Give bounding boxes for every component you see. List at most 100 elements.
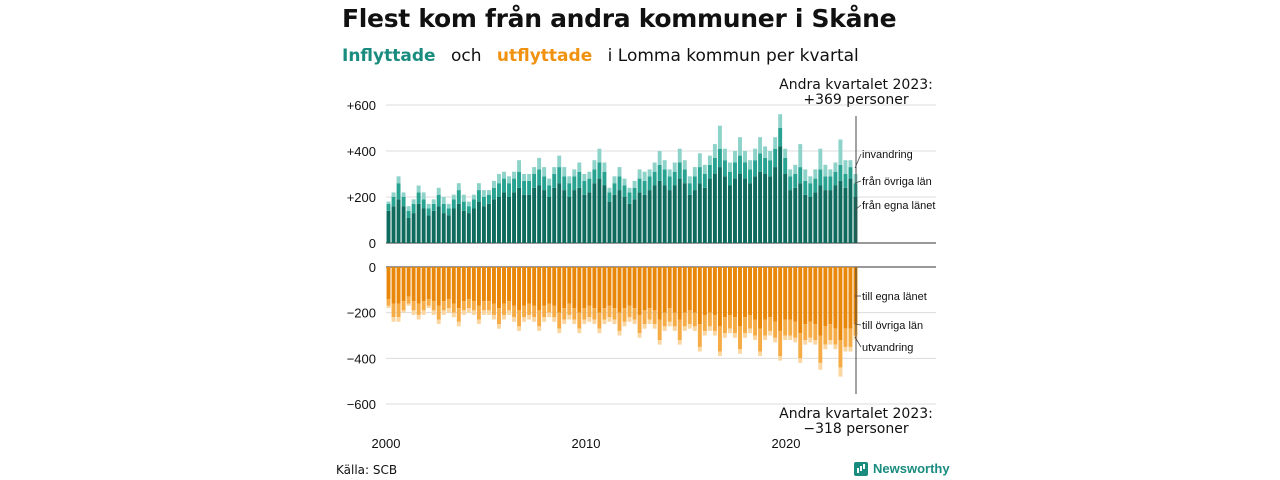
- series-label-upper: från egna länet: [862, 200, 935, 212]
- bar-utflyttade: [391, 303, 396, 318]
- bar-inflyttade: [456, 190, 461, 204]
- bar-inflyttade: [632, 187, 637, 200]
- bar-inflyttade: [552, 167, 557, 174]
- bar-inflyttade: [828, 169, 833, 177]
- bar-utflyttade: [461, 310, 466, 315]
- bar-utflyttade: [502, 267, 506, 304]
- bar-utflyttade: [833, 267, 838, 329]
- bar-inflyttade: [466, 213, 471, 243]
- bar-utflyttade: [607, 317, 612, 322]
- bar-inflyttade: [838, 139, 843, 165]
- bar-inflyttade: [828, 190, 833, 243]
- bar-utflyttade: [727, 328, 732, 334]
- bar-inflyttade: [517, 187, 522, 243]
- bar-utflyttade: [441, 310, 446, 315]
- bar-inflyttade: [421, 192, 426, 200]
- bar-utflyttade: [471, 267, 476, 302]
- series-label-leader-upper: [854, 204, 862, 211]
- bar-inflyttade: [527, 180, 532, 195]
- bar-inflyttade: [707, 155, 712, 165]
- bar-inflyttade: [788, 176, 793, 191]
- bar-utflyttade: [788, 335, 793, 341]
- bar-utflyttade: [456, 321, 461, 327]
- bar-utflyttade: [763, 319, 768, 336]
- bar-inflyttade: [627, 192, 632, 204]
- bar-utflyttade: [843, 346, 848, 352]
- y-tick-label-lower: −200: [347, 306, 376, 321]
- bar-inflyttade: [677, 162, 682, 179]
- bar-inflyttade: [637, 192, 642, 243]
- bar-utflyttade: [768, 317, 773, 331]
- bar-inflyttade: [476, 201, 481, 243]
- bar-inflyttade: [391, 192, 396, 197]
- bar-inflyttade: [687, 194, 692, 243]
- bar-utflyttade: [557, 312, 562, 329]
- bar-utflyttade: [537, 267, 542, 311]
- bar-inflyttade: [532, 187, 537, 243]
- bar-utflyttade: [738, 326, 742, 350]
- bar-inflyttade: [697, 183, 702, 243]
- bar-inflyttade: [803, 169, 808, 181]
- bar-utflyttade: [481, 301, 486, 311]
- bar-inflyttade: [672, 171, 677, 186]
- bar-utflyttade: [712, 267, 717, 315]
- bar-utflyttade: [672, 326, 677, 331]
- bar-inflyttade: [612, 194, 617, 243]
- bar-inflyttade: [386, 210, 391, 243]
- bar-inflyttade: [582, 174, 587, 181]
- bar-utflyttade: [527, 303, 532, 315]
- bar-utflyttade: [446, 298, 451, 309]
- bar-utflyttade: [466, 298, 471, 309]
- bar-utflyttade: [426, 305, 431, 309]
- bar-inflyttade: [853, 183, 858, 197]
- bar-utflyttade: [396, 303, 401, 318]
- bar-inflyttade: [597, 162, 602, 179]
- bar-inflyttade: [712, 174, 717, 243]
- bar-utflyttade: [622, 321, 627, 327]
- bar-inflyttade: [798, 144, 803, 168]
- bar-utflyttade: [833, 328, 838, 345]
- bar-utflyttade: [386, 305, 391, 309]
- bar-utflyttade: [522, 267, 527, 306]
- bar-utflyttade: [652, 267, 657, 311]
- bar-inflyttade: [507, 197, 511, 243]
- bar-inflyttade: [592, 169, 597, 184]
- bar-inflyttade: [592, 160, 597, 170]
- bar-inflyttade: [793, 187, 798, 243]
- bar-inflyttade: [426, 208, 431, 216]
- bar-utflyttade: [497, 267, 501, 309]
- bar-inflyttade: [763, 157, 768, 174]
- x-tick-label: 2020: [772, 436, 801, 451]
- bar-utflyttade: [607, 267, 612, 306]
- bar-inflyttade: [652, 185, 657, 243]
- bar-inflyttade: [446, 215, 451, 243]
- bar-inflyttade: [486, 194, 491, 204]
- bar-utflyttade: [602, 308, 607, 320]
- bar-inflyttade: [411, 213, 416, 243]
- bar-inflyttade: [637, 178, 642, 193]
- bar-utflyttade: [853, 267, 858, 325]
- bar-inflyttade: [481, 206, 486, 243]
- bar-inflyttade: [758, 153, 763, 172]
- bar-utflyttade: [592, 267, 597, 309]
- bar-inflyttade: [542, 167, 547, 177]
- bar-inflyttade: [803, 180, 808, 195]
- bar-inflyttade: [471, 194, 476, 200]
- bar-utflyttade: [431, 267, 436, 302]
- bar-utflyttade: [667, 308, 672, 322]
- bar-inflyttade: [642, 194, 647, 243]
- bar-inflyttade: [421, 208, 426, 243]
- bar-inflyttade: [748, 183, 753, 243]
- bar-inflyttade: [502, 178, 506, 193]
- y-tick-label-upper: 0: [369, 236, 376, 251]
- bar-inflyttade: [677, 178, 682, 243]
- bar-utflyttade: [502, 303, 506, 315]
- bar-inflyttade: [707, 164, 712, 179]
- bar-utflyttade: [738, 267, 742, 327]
- bar-inflyttade: [497, 197, 501, 243]
- bar-inflyttade: [401, 206, 406, 243]
- bar-inflyttade: [848, 167, 853, 179]
- bar-inflyttade: [773, 148, 778, 168]
- bar-utflyttade: [848, 328, 853, 347]
- bar-inflyttade: [813, 178, 818, 193]
